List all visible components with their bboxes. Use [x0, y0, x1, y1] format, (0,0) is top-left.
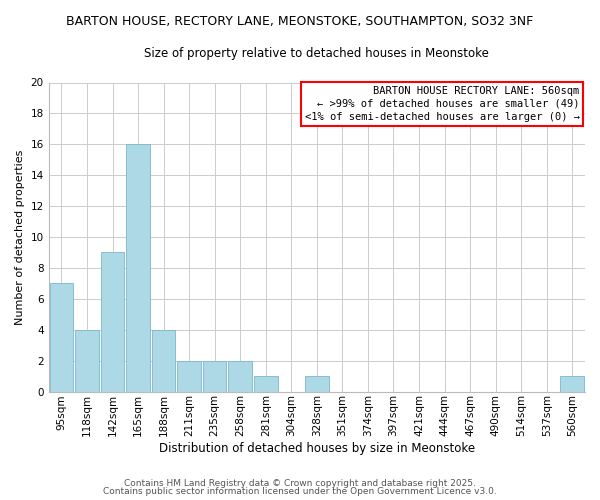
- Bar: [50, 284, 73, 392]
- Bar: [203, 360, 226, 392]
- Text: Contains public sector information licensed under the Open Government Licence v3: Contains public sector information licen…: [103, 487, 497, 496]
- Bar: [127, 144, 150, 392]
- X-axis label: Distribution of detached houses by size in Meonstoke: Distribution of detached houses by size …: [159, 442, 475, 455]
- Text: BARTON HOUSE, RECTORY LANE, MEONSTOKE, SOUTHAMPTON, SO32 3NF: BARTON HOUSE, RECTORY LANE, MEONSTOKE, S…: [67, 15, 533, 28]
- Bar: [152, 330, 175, 392]
- Title: Size of property relative to detached houses in Meonstoke: Size of property relative to detached ho…: [145, 48, 489, 60]
- Bar: [75, 330, 99, 392]
- Bar: [178, 360, 201, 392]
- Bar: [254, 376, 278, 392]
- Text: Contains HM Land Registry data © Crown copyright and database right 2025.: Contains HM Land Registry data © Crown c…: [124, 478, 476, 488]
- Y-axis label: Number of detached properties: Number of detached properties: [15, 150, 25, 324]
- Bar: [560, 376, 584, 392]
- Bar: [101, 252, 124, 392]
- Bar: [229, 360, 252, 392]
- Bar: [305, 376, 329, 392]
- Text: BARTON HOUSE RECTORY LANE: 560sqm
← >99% of detached houses are smaller (49)
<1%: BARTON HOUSE RECTORY LANE: 560sqm ← >99%…: [305, 86, 580, 122]
